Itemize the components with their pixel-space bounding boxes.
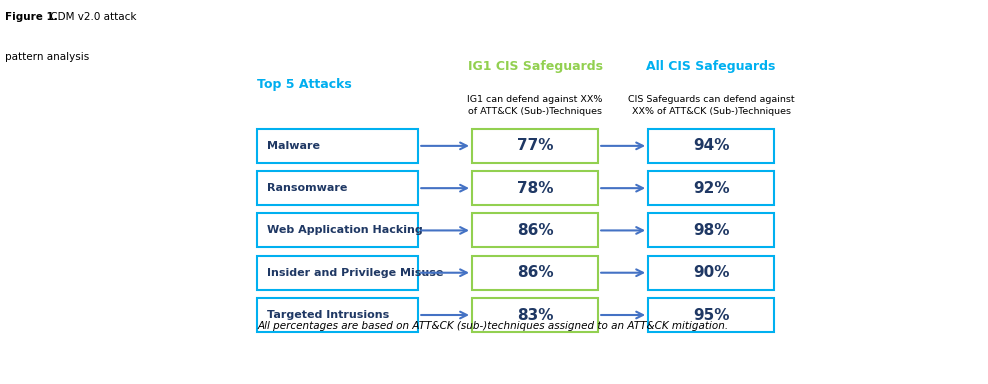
Text: IG1 can defend against XX%
of ATT&CK (Sub-)Techniques: IG1 can defend against XX% of ATT&CK (Su… [467, 95, 603, 116]
FancyBboxPatch shape [648, 214, 775, 247]
Text: 77%: 77% [517, 138, 553, 153]
FancyBboxPatch shape [472, 214, 599, 247]
Text: Ransomware: Ransomware [267, 183, 347, 193]
Text: Figure 1.: Figure 1. [5, 12, 57, 22]
Text: Web Application Hacking: Web Application Hacking [267, 225, 423, 235]
Text: IG1 CIS Safeguards: IG1 CIS Safeguards [467, 60, 603, 73]
Text: 86%: 86% [517, 265, 553, 280]
FancyBboxPatch shape [648, 171, 775, 205]
Text: 86%: 86% [517, 223, 553, 238]
Text: 94%: 94% [693, 138, 729, 153]
Text: 92%: 92% [693, 180, 729, 196]
Text: CDM v2.0 attack: CDM v2.0 attack [47, 12, 137, 22]
Text: Top 5 Attacks: Top 5 Attacks [258, 78, 353, 91]
Text: 90%: 90% [693, 265, 729, 280]
FancyBboxPatch shape [648, 298, 775, 332]
FancyBboxPatch shape [472, 298, 599, 332]
FancyBboxPatch shape [258, 298, 418, 332]
FancyBboxPatch shape [258, 256, 418, 290]
Text: pattern analysis: pattern analysis [5, 52, 89, 62]
Text: Malware: Malware [267, 141, 320, 151]
FancyBboxPatch shape [648, 256, 775, 290]
Text: All CIS Safeguards: All CIS Safeguards [646, 60, 776, 73]
Text: 83%: 83% [517, 308, 553, 323]
FancyBboxPatch shape [258, 171, 418, 205]
Text: 98%: 98% [693, 223, 729, 238]
FancyBboxPatch shape [472, 256, 599, 290]
Text: CIS Safeguards can defend against
XX% of ATT&CK (Sub-)Techniques: CIS Safeguards can defend against XX% of… [627, 95, 794, 116]
Text: Insider and Privilege Misuse: Insider and Privilege Misuse [267, 268, 443, 278]
Text: Targeted Intrusions: Targeted Intrusions [267, 310, 389, 320]
Text: 78%: 78% [517, 180, 553, 196]
Text: All percentages are based on ATT&CK (sub-)techniques assigned to an ATT&CK mitig: All percentages are based on ATT&CK (sub… [258, 321, 728, 331]
Text: 95%: 95% [693, 308, 729, 323]
FancyBboxPatch shape [472, 171, 599, 205]
FancyBboxPatch shape [472, 129, 599, 163]
FancyBboxPatch shape [258, 214, 418, 247]
FancyBboxPatch shape [258, 129, 418, 163]
FancyBboxPatch shape [648, 129, 775, 163]
